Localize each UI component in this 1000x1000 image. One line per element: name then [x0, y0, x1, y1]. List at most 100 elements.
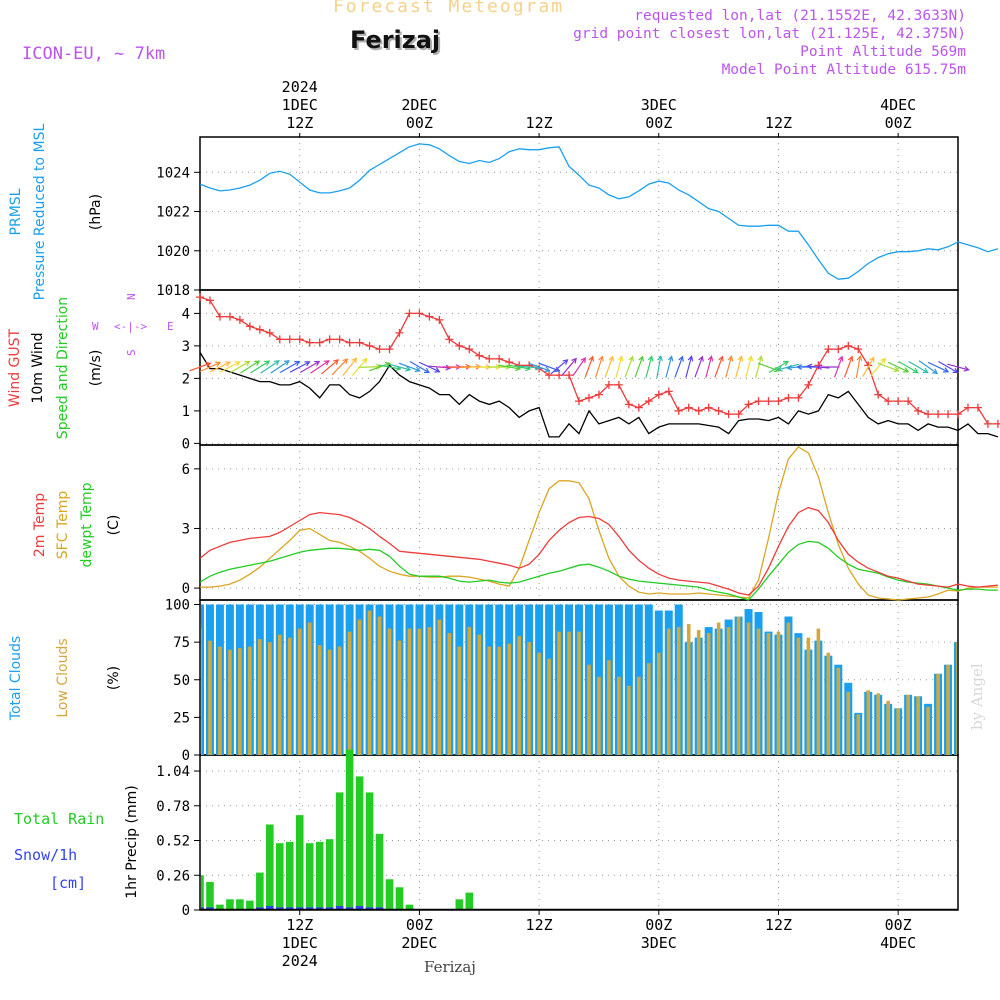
rain-bar	[335, 792, 344, 910]
wind-arrow	[877, 362, 900, 373]
wind-arrow-head	[880, 357, 887, 364]
y-tick-label: 1.04	[156, 764, 190, 780]
wind-arrow	[855, 354, 863, 378]
low-cloud-bar	[347, 631, 352, 755]
wind-arrow-shaft	[260, 360, 280, 374]
gust-marker	[774, 397, 783, 406]
gust-marker	[355, 338, 364, 347]
axis-label: Total Clouds	[8, 636, 24, 721]
wind-arrow-head	[687, 355, 694, 362]
wind-arrow-head	[314, 360, 321, 367]
wind-arrow	[656, 354, 663, 378]
y-tick-label: 50	[173, 673, 190, 689]
low-cloud-bar	[756, 628, 761, 755]
wind-arrow-shaft	[409, 360, 430, 374]
low-cloud-bar	[597, 676, 601, 755]
low-cloud-bar	[856, 714, 861, 755]
wind-arrow-head	[837, 355, 844, 362]
low-cloud-bar	[946, 664, 950, 755]
wind-arrow-head	[264, 360, 271, 366]
y-tick-label: 0	[182, 581, 190, 597]
snow-bar	[325, 907, 334, 910]
wind-arrow-head	[294, 360, 301, 367]
y-tick-label: 100	[165, 598, 190, 614]
wind-arrow-shaft	[624, 356, 634, 378]
gust-marker	[744, 400, 753, 409]
wind-arrow-head	[224, 361, 231, 367]
wind-arrow-shaft	[219, 361, 240, 373]
low-cloud-bar	[876, 693, 881, 755]
wind-arrow-head	[254, 360, 261, 366]
wind-arrow	[279, 360, 301, 374]
wind-arrow-head	[776, 365, 783, 372]
time-label-top: 00Z	[645, 114, 672, 132]
wind-arrow	[645, 355, 654, 378]
wind-arrow-head	[893, 366, 900, 373]
low-cloud-bar	[846, 691, 851, 755]
low-cloud-bar	[656, 652, 661, 755]
wind-arrow-head	[657, 354, 663, 362]
y-tick-label: 4	[182, 306, 190, 322]
wind-arrow-head	[903, 367, 910, 373]
wind-arrow-shaft	[947, 363, 969, 371]
wind-arrow-shaft	[331, 358, 348, 376]
axis-label: 10m Wind	[30, 332, 46, 403]
low-cloud-bar	[357, 619, 362, 755]
point-altitude: Point Altitude 569m	[800, 44, 966, 60]
wind-arrow	[938, 360, 959, 374]
gust-marker	[963, 403, 972, 412]
wind-arrow-head	[342, 358, 349, 365]
wind-arrow	[725, 355, 734, 378]
wind-arrow-head	[786, 364, 793, 371]
wind-arrow-head	[782, 360, 790, 367]
low-cloud-bar	[487, 646, 492, 755]
wind-arrow	[768, 360, 790, 374]
wind-arrow-head	[667, 355, 674, 362]
y-tick-label: 25	[173, 710, 190, 726]
low-cloud-bar	[796, 637, 801, 755]
low-cloud-bar	[686, 624, 691, 755]
wind-arrow-shaft	[674, 356, 684, 378]
wind-arrow-shaft	[230, 360, 250, 374]
wind-arrow-shaft	[634, 356, 644, 378]
gust-marker	[285, 335, 294, 344]
wind-arrow-head	[598, 355, 604, 362]
wind-arrow	[409, 360, 431, 374]
gust-marker	[485, 354, 494, 363]
low-cloud-bar	[427, 627, 432, 755]
y-tick-label: 3	[182, 339, 190, 355]
low-cloud-bar	[387, 628, 392, 755]
wind-arrow	[594, 355, 604, 378]
panel-frame	[199, 444, 959, 601]
wind-arrow	[705, 355, 714, 378]
wind-arrow-shaft	[209, 361, 231, 373]
wind-arrow-shaft	[584, 356, 594, 378]
rain-bar	[465, 892, 474, 910]
panel-frame	[199, 754, 959, 911]
wind-arrow-shaft	[498, 364, 521, 370]
gust-marker	[545, 371, 554, 380]
wind-arrow-head	[234, 361, 241, 367]
time-label-top: 2024	[282, 78, 318, 96]
low-cloud-bar	[201, 628, 202, 755]
gust-line	[199, 296, 998, 425]
wind-arrow-shaft	[378, 364, 401, 370]
gust-marker	[245, 322, 254, 331]
wind-arrow-shaft	[843, 356, 853, 378]
wind-arrow	[870, 357, 887, 376]
gust-marker	[764, 397, 773, 406]
low-cloud-bar	[397, 640, 402, 755]
time-label-top: 3DEC	[641, 96, 677, 114]
gust-marker	[854, 345, 863, 354]
wind-arrow-shaft	[240, 360, 260, 374]
wind-arrow	[260, 360, 280, 374]
y-tick-label: 0.78	[156, 799, 190, 815]
gust-marker	[584, 393, 593, 402]
gust-marker	[644, 397, 653, 406]
gust-marker	[565, 371, 574, 380]
wind-arrow-head	[414, 366, 421, 373]
gust-marker	[724, 410, 733, 419]
rain-bar	[325, 839, 334, 910]
wind-arrow	[310, 360, 330, 374]
y-tick-label: 1	[182, 404, 190, 420]
